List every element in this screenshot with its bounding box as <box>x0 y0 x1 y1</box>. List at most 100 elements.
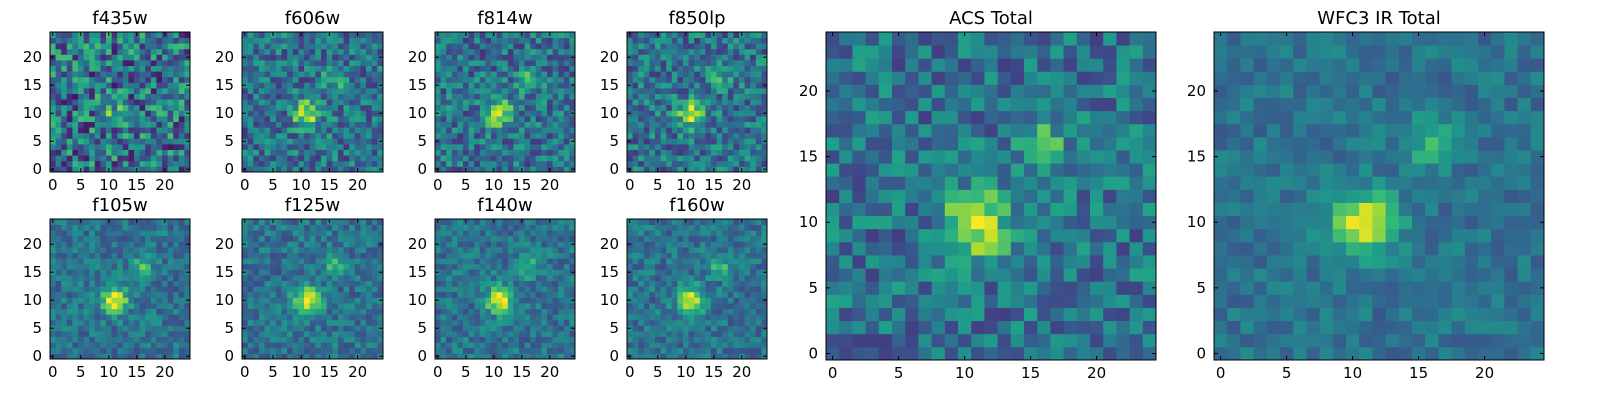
heatmap-cell <box>117 331 124 337</box>
heatmap-cell <box>683 138 689 145</box>
heatmap-cell <box>366 121 373 128</box>
heatmap-cell <box>315 65 322 72</box>
heatmap-cell <box>122 132 129 139</box>
heatmap-cell <box>451 291 458 298</box>
heatmap-cell <box>275 331 282 337</box>
heatmap-cell <box>716 121 723 128</box>
heatmap-cell <box>451 48 458 55</box>
heatmap-cell <box>275 336 282 343</box>
heatmap-cell <box>733 347 740 354</box>
heatmap-cell <box>111 291 118 298</box>
heatmap-cell <box>677 116 684 122</box>
heatmap-cell <box>632 104 639 111</box>
heatmap-cell <box>173 127 180 134</box>
heatmap-cell <box>178 219 185 225</box>
heatmap-cell <box>502 325 509 332</box>
heatmap-cell <box>755 65 762 72</box>
heatmap-cell <box>100 166 107 173</box>
heatmap-cell <box>315 286 322 293</box>
heatmap-cell <box>78 104 84 111</box>
heatmap-cell <box>649 71 656 78</box>
heatmap-cell <box>733 54 740 61</box>
heatmap-cell <box>94 60 101 66</box>
heatmap-cell <box>677 336 684 343</box>
heatmap-cell <box>264 116 271 122</box>
heatmap-cell <box>162 235 168 242</box>
heatmap-cell <box>519 54 525 61</box>
heatmap-cell <box>89 353 96 360</box>
heatmap-cell <box>247 54 254 61</box>
heatmap-cell <box>360 132 367 139</box>
heatmap-cell <box>666 76 673 83</box>
heatmap-cell <box>349 93 356 100</box>
heatmap-cell <box>253 219 260 225</box>
heatmap-cell <box>242 88 249 94</box>
heatmap-cell <box>178 241 185 248</box>
heatmap-cell <box>354 155 361 162</box>
heatmap-cell <box>253 82 260 89</box>
heatmap-cell <box>117 297 124 304</box>
heatmap-cell <box>496 48 503 55</box>
heatmap-cell <box>184 235 191 242</box>
heatmap-cell <box>435 224 441 231</box>
heatmap-cell <box>485 65 492 72</box>
heatmap-cell <box>122 127 129 134</box>
heatmap-cell <box>145 155 152 162</box>
heatmap-cell <box>122 82 129 89</box>
heatmap-cell <box>519 286 525 293</box>
heatmap-cell <box>354 149 361 156</box>
heatmap-cell <box>569 132 576 139</box>
heatmap-cell <box>440 99 447 106</box>
heatmap-cell <box>173 314 180 321</box>
heatmap-cell <box>89 286 96 293</box>
heatmap-cell <box>699 319 706 326</box>
heatmap-cell <box>55 219 62 225</box>
x-tick-label: 0 <box>240 363 250 381</box>
heatmap-cell <box>530 286 537 293</box>
heatmap-cell <box>83 82 90 89</box>
heatmap-cell <box>332 314 339 321</box>
heatmap-cell <box>627 331 633 337</box>
heatmap-cell <box>253 280 260 287</box>
heatmap-cell <box>139 308 146 315</box>
heatmap-cell <box>337 48 344 55</box>
heatmap-cell <box>440 48 447 55</box>
heatmap-cell <box>270 127 277 134</box>
heatmap-cell <box>683 93 689 100</box>
heatmap-cell <box>298 347 305 354</box>
heatmap-cell <box>50 149 56 156</box>
heatmap-cell <box>463 269 469 276</box>
heatmap-cell <box>491 138 497 145</box>
heatmap-cell <box>343 319 350 326</box>
heatmap-cell <box>632 149 639 156</box>
heatmap-cell <box>275 138 282 145</box>
heatmap-cell <box>106 342 112 349</box>
heatmap-cell <box>343 342 350 349</box>
heatmap-cell <box>563 155 570 162</box>
heatmap-cell <box>55 93 62 100</box>
heatmap-cell <box>145 219 152 225</box>
heatmap-cell <box>739 144 745 150</box>
heatmap-cell <box>287 104 294 111</box>
heatmap-cell <box>366 336 373 343</box>
heatmap-cell <box>761 76 768 83</box>
heatmap-cell <box>463 99 469 106</box>
heatmap-cell <box>89 347 96 354</box>
heatmap-cell <box>491 121 497 128</box>
heatmap-cell <box>253 319 260 326</box>
heatmap-cell <box>750 32 757 38</box>
heatmap-cell <box>292 331 299 337</box>
heatmap-cell <box>50 336 56 343</box>
heatmap-cell <box>485 252 492 259</box>
heatmap-cell <box>128 280 135 287</box>
heatmap-cell <box>292 353 299 360</box>
heatmap-cell <box>72 149 79 156</box>
heatmap-cell <box>552 104 559 111</box>
heatmap-cell <box>167 336 174 343</box>
heatmap-cell <box>173 82 180 89</box>
heatmap-cell <box>309 286 316 293</box>
heatmap-cell <box>100 82 107 89</box>
heatmap-cell <box>535 325 542 332</box>
heatmap-cell <box>440 127 447 134</box>
heatmap-cell <box>270 347 277 354</box>
